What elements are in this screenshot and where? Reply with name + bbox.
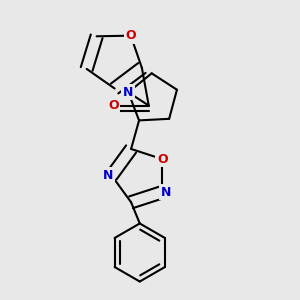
Text: O: O [157, 153, 168, 166]
Text: N: N [160, 186, 171, 199]
Text: O: O [125, 29, 136, 42]
Text: N: N [123, 86, 134, 99]
Text: O: O [108, 99, 119, 112]
Text: N: N [103, 169, 113, 182]
